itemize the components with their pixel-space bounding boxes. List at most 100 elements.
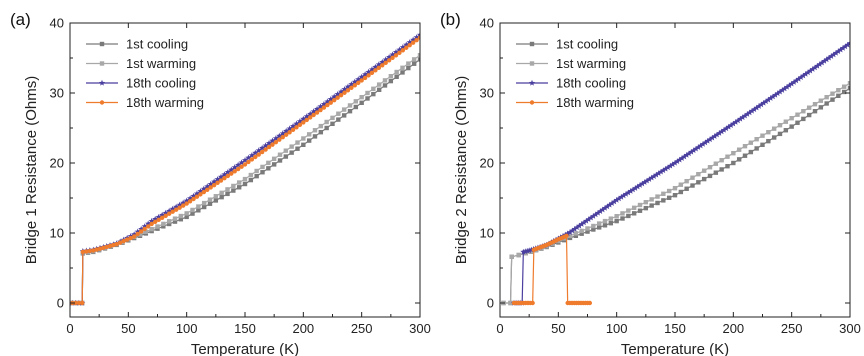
data-point (707, 173, 713, 179)
data-point (80, 249, 86, 255)
data-point (678, 182, 684, 187)
data-point (771, 135, 777, 140)
legend-item: 18th warming (86, 95, 204, 110)
data-point (249, 157, 255, 162)
data-point (701, 176, 707, 182)
data-point (592, 211, 599, 218)
data-point (155, 224, 160, 229)
data-point (215, 180, 220, 186)
data-point (625, 189, 632, 196)
data-point (198, 192, 203, 197)
legend-marker (529, 61, 535, 66)
data-point (695, 144, 702, 150)
data-point (342, 90, 347, 95)
y-tick-label: 30 (50, 86, 64, 101)
data-point (359, 78, 364, 83)
data-point (837, 46, 844, 53)
data-point (143, 229, 149, 234)
data-point (338, 88, 345, 95)
data-point (293, 120, 300, 127)
data-point (741, 112, 749, 119)
data-point (111, 242, 116, 248)
data-point (349, 85, 354, 91)
data-point (847, 81, 850, 86)
data-point (836, 88, 841, 93)
data-point (80, 300, 85, 306)
legend-marker (98, 79, 106, 86)
data-point (566, 229, 574, 235)
data-point (664, 164, 672, 171)
data-point (643, 205, 649, 211)
data-point (655, 194, 660, 199)
data-point (145, 224, 151, 229)
data-point (382, 83, 388, 88)
data-point (396, 46, 403, 53)
data-point (742, 153, 748, 158)
data-point (376, 82, 382, 87)
data-point (311, 112, 316, 118)
data-point (713, 161, 719, 166)
data-point (277, 158, 283, 163)
data-point (622, 190, 630, 197)
data-point (719, 158, 724, 163)
data-point (312, 128, 318, 133)
legend-item: 1st cooling (516, 37, 618, 52)
data-point (248, 152, 255, 158)
data-point (410, 40, 416, 45)
data-point (137, 232, 143, 237)
data-point (637, 208, 643, 213)
data-point (279, 130, 286, 137)
data-point (225, 187, 230, 192)
data-point (790, 79, 798, 85)
data-point (732, 119, 739, 125)
data-point (406, 61, 411, 66)
data-point (341, 107, 347, 112)
data-point (266, 160, 271, 166)
data-point (169, 205, 176, 212)
data-point (704, 137, 711, 144)
data-point (731, 160, 736, 166)
data-point (766, 138, 771, 144)
data-point (393, 53, 399, 58)
legend-label: 1st cooling (126, 37, 188, 52)
data-point (124, 237, 130, 242)
data-point (180, 199, 187, 206)
data-point (242, 162, 248, 167)
data-point (222, 176, 227, 181)
data-point (255, 147, 262, 154)
data-point (830, 51, 837, 58)
y-axis-title: Bridge 2 Resistance (Ohms) (453, 76, 470, 264)
x-tick-label: 100 (606, 321, 628, 336)
data-point (345, 88, 351, 93)
x-tick-label: 100 (176, 321, 198, 336)
data-point (386, 53, 393, 60)
data-point (114, 242, 119, 247)
data-point (369, 70, 375, 76)
data-point (620, 192, 627, 199)
data-point (117, 240, 123, 245)
data-point (97, 246, 103, 251)
data-point (804, 69, 812, 76)
data-point (368, 66, 375, 73)
data-point (667, 162, 674, 169)
data-point (376, 87, 382, 92)
data-point (224, 168, 231, 175)
data-point (149, 226, 154, 232)
data-point (332, 97, 337, 103)
data-point (643, 177, 651, 184)
data-point (669, 161, 676, 168)
data-point (579, 228, 584, 234)
data-point (818, 105, 824, 110)
data-point (201, 204, 207, 210)
data-point (821, 57, 828, 64)
x-tick-label: 200 (292, 321, 314, 336)
data-point (379, 58, 386, 65)
data-point (290, 122, 297, 129)
data-point (221, 171, 228, 178)
data-point (241, 157, 249, 163)
panel-label: (a) (10, 10, 31, 29)
data-point (166, 207, 173, 214)
data-point (256, 152, 261, 157)
data-point (742, 144, 748, 149)
